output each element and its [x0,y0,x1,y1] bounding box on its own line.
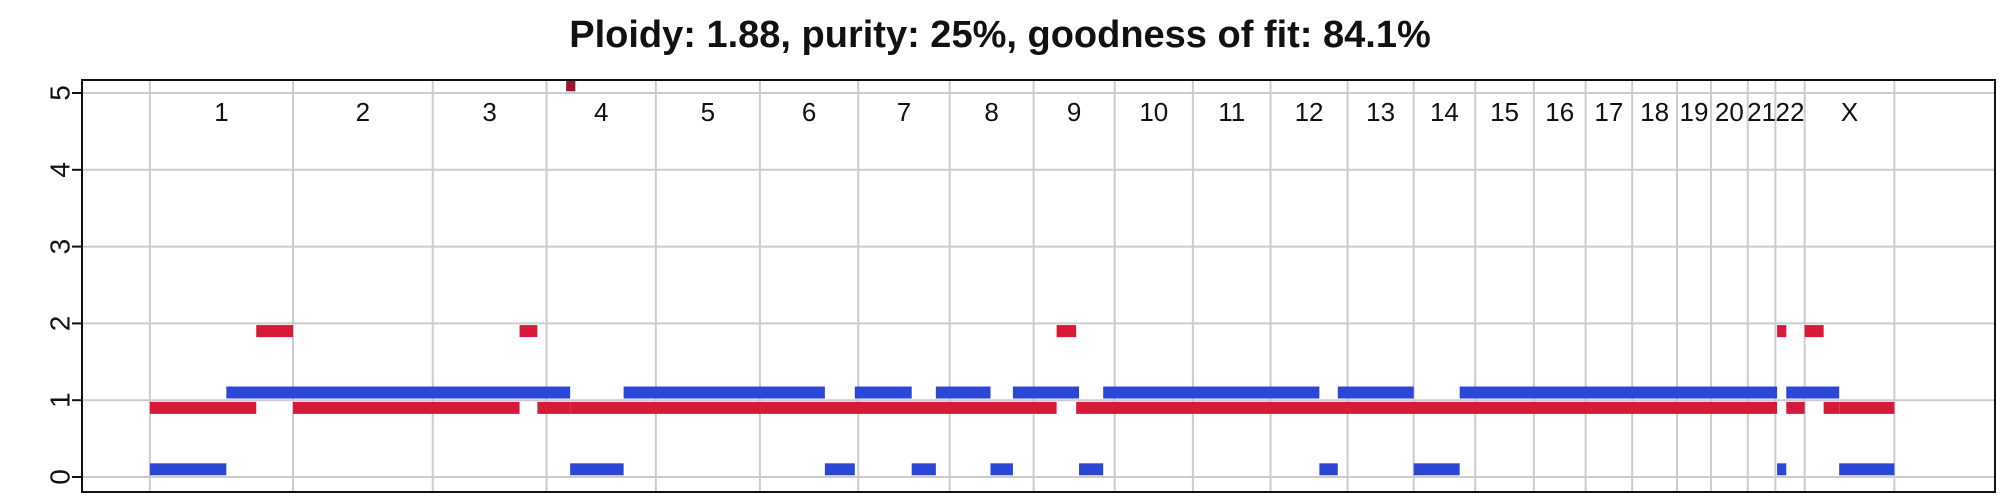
series_a-segment [570,401,1057,414]
series_b-segment [911,463,936,476]
series_b-segment [1319,463,1338,476]
y-tick-label: 1 [45,392,76,408]
series_a-segment [1777,325,1787,338]
series_b-segment [149,463,227,476]
series_b-segment [990,463,1013,476]
chromosome-label: X [1841,97,1858,127]
chromosome-label: 2 [356,97,370,127]
series_b-segment [1337,386,1414,399]
chromosome-label: 13 [1366,97,1395,127]
chromosome-label: 11 [1218,97,1245,127]
series_a-segment [149,401,257,414]
series_a-segment [1804,325,1824,338]
y-tick-label: 2 [45,316,76,332]
series_a-segment [519,325,538,338]
chromosome-label: 19 [1680,97,1709,127]
series_b-segment [935,386,991,399]
chromosome-label: 3 [482,97,496,127]
outlier-segment [566,79,576,92]
series_a-segment [1839,401,1895,414]
chart-title: Ploidy: 1.88, purity: 25%, goodness of f… [569,14,1431,56]
plot-frame [81,79,1996,493]
chromosome-label: 9 [1067,97,1081,127]
series_a-segment [537,401,571,414]
chromosome-label: 10 [1139,97,1168,127]
chromosome-label: 1 [214,97,228,127]
series_b-segment [226,386,571,399]
chromosome-label: 14 [1430,97,1459,127]
series_a-segment [1786,401,1805,414]
chromosome-label: 12 [1295,97,1324,127]
series_b-segment [1413,463,1460,476]
y-tick-label: 3 [45,239,76,255]
chromosome-label: 6 [802,97,816,127]
chromosome-label: 21 [1747,97,1776,127]
y-tick-label: 5 [45,85,76,101]
series_a-segment [1823,401,1840,414]
series_b-segment [570,463,624,476]
series_a-segment [293,401,520,414]
y-tick-label: 4 [45,162,76,178]
chromosome-label: 22 [1776,97,1805,127]
chromosome-label-layer: 1 2 3 4 5 6 7 8 9 10 11 12 13 14 15 16 17 18 19 20 21 22 X [214,97,1858,127]
series_a-segment [1076,401,1778,414]
series_b-segment [1012,386,1080,399]
series_b-segment [1786,386,1840,399]
chromosome-label: 20 [1715,97,1744,127]
series_a-segment [256,325,294,338]
series_b-segment [1103,386,1320,399]
chromosome-label: 4 [594,97,608,127]
chromosome-label: 18 [1640,97,1669,127]
chromosome-label: 15 [1490,97,1519,127]
series_b-segment [824,463,855,476]
y-tick-label: 0 [45,469,76,485]
segment-layer [149,79,1895,476]
chromosome-label: 5 [701,97,715,127]
series_b-segment [1839,463,1895,476]
chromosome-label: 7 [897,97,911,127]
chromosome-label: 8 [984,97,998,127]
y-axis: 0 1 2 3 4 5 [45,85,82,485]
series_a-segment [1056,325,1077,338]
series_b-segment [623,386,825,399]
chromosome-label: 16 [1545,97,1574,127]
chromosome-label: 17 [1594,97,1623,127]
series_b-segment [1777,463,1787,476]
series_b-segment [854,386,912,399]
grid-layer [82,80,1995,492]
series_b-segment [1459,386,1778,399]
series_b-segment [1079,463,1104,476]
